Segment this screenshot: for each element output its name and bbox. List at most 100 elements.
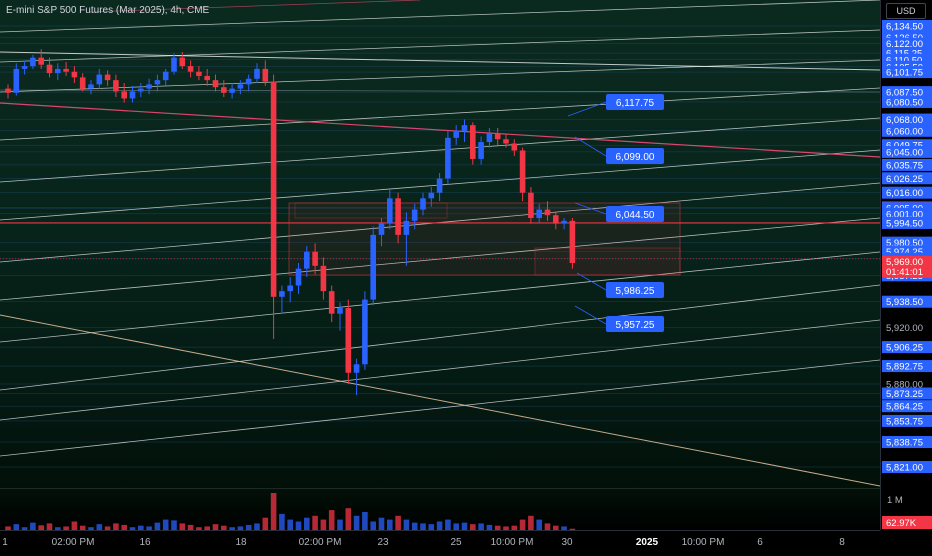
volume-bar [304,517,310,531]
channel-line [0,359,880,457]
price-tag [882,216,932,229]
price-tag [882,113,932,126]
volume-bar [436,521,443,531]
time-label: 10:00 PM [491,537,534,548]
volume-bar [295,521,302,531]
candle-body [503,139,509,144]
volume-bar [378,517,385,531]
volume-bar [345,508,352,531]
candle-body [353,364,360,373]
candle-body [154,80,161,85]
candle-body [245,78,252,85]
volume-bar [96,524,103,531]
resistance-line [0,102,880,158]
volume-bar [196,527,202,531]
volume-bar [494,525,501,531]
candle-body [494,133,501,140]
volume-bar [395,515,401,531]
time-label: 8 [839,537,845,548]
candle-body [262,68,269,82]
volume-bar [46,523,53,531]
price-tag [882,172,932,185]
candle-body [187,66,194,72]
candle-body [395,198,401,235]
candle-body [337,308,343,314]
candle-body [212,80,219,88]
price-tag [882,186,932,199]
candle-body [138,88,144,92]
target-label-box [606,282,664,298]
candle-body [229,88,235,93]
candle-body [121,91,127,99]
target-label: 6,044.50 [616,210,655,221]
current-price: 5,969.00 [886,257,923,268]
channel-line [0,217,880,301]
volume-bar [254,523,260,531]
target-label: 6,117.75 [616,98,655,109]
volume-bar [237,526,244,531]
channel-line [0,117,880,183]
volume-bar [486,524,493,531]
volume-badge [882,516,932,529]
chart-canvas[interactable]: 6,117.75 6,099.00 6,044.50 5,986.25 5,957.25 [0,0,880,488]
volume-bar [129,527,136,531]
candle-body [71,71,78,78]
volume-bar [453,523,459,531]
price-tag [882,158,932,171]
volume-bar [478,523,484,531]
price-tag [882,145,932,158]
zone-rect [294,202,448,219]
candle-body [320,265,327,292]
volume-bar [403,519,410,531]
time-label: 16 [139,537,151,548]
volume-bar [553,525,559,531]
target-label-box [606,316,664,332]
candle-body [237,84,244,89]
volume-pane[interactable] [0,488,880,531]
price-label: 5,873.25 [886,389,923,400]
price-label: 5,974.25 [886,247,923,258]
volume-bar [262,517,269,531]
volume-bar [370,521,376,531]
price-tag [882,414,932,427]
time-label: 10:00 PM [682,537,725,548]
currency-label[interactable]: USD [886,3,926,19]
candle-body [511,143,518,151]
price-tag [882,387,932,400]
volume-bar [154,522,161,531]
candle-body [328,291,335,314]
volume-bar [561,526,567,531]
volume-bar [470,524,476,531]
price-tag [882,95,932,108]
candle-body [528,192,534,219]
volume-bar [221,525,227,531]
volume-bar [353,515,360,531]
time-axis[interactable]: 1 02:00 PM 16 18 02:00 PM 23 25 10:00 PM 30 2025 1… [0,530,880,551]
price-chart[interactable]: 6,117.75 6,099.00 6,044.50 5,986.25 5,957.25… [0,0,880,488]
volume-bar [179,523,186,531]
channel-line [0,319,880,421]
time-label: 6 [757,537,763,548]
candle-body [162,71,169,81]
channel-line [0,251,880,343]
candle-body [312,251,318,266]
price-axis-labels: 6,134.506,126.506,122.006,115.256,110.50… [882,20,932,529]
price-axis[interactable]: USD 6,134.506,126.506,122.006,115.256,11… [880,0,932,530]
candle-body [254,68,260,79]
volume-bar [38,525,44,531]
volume-canvas[interactable] [0,489,880,531]
volume-current: 62.97K [886,518,917,529]
time-label: 02:00 PM [299,537,342,548]
volume-bar [420,523,426,531]
candle-body [304,251,310,269]
channel-line [0,284,880,391]
price-label: 5,864.25 [886,402,923,413]
price-label: 6,026.25 [886,174,923,185]
volume-bar [121,524,127,531]
volume-bar [187,524,194,531]
price-label: 5,920.00 [886,323,923,334]
price-label: 5,980.50 [886,238,923,249]
candle-body [113,80,119,92]
target-label: 5,986.25 [616,286,655,297]
candle-body [478,142,484,159]
